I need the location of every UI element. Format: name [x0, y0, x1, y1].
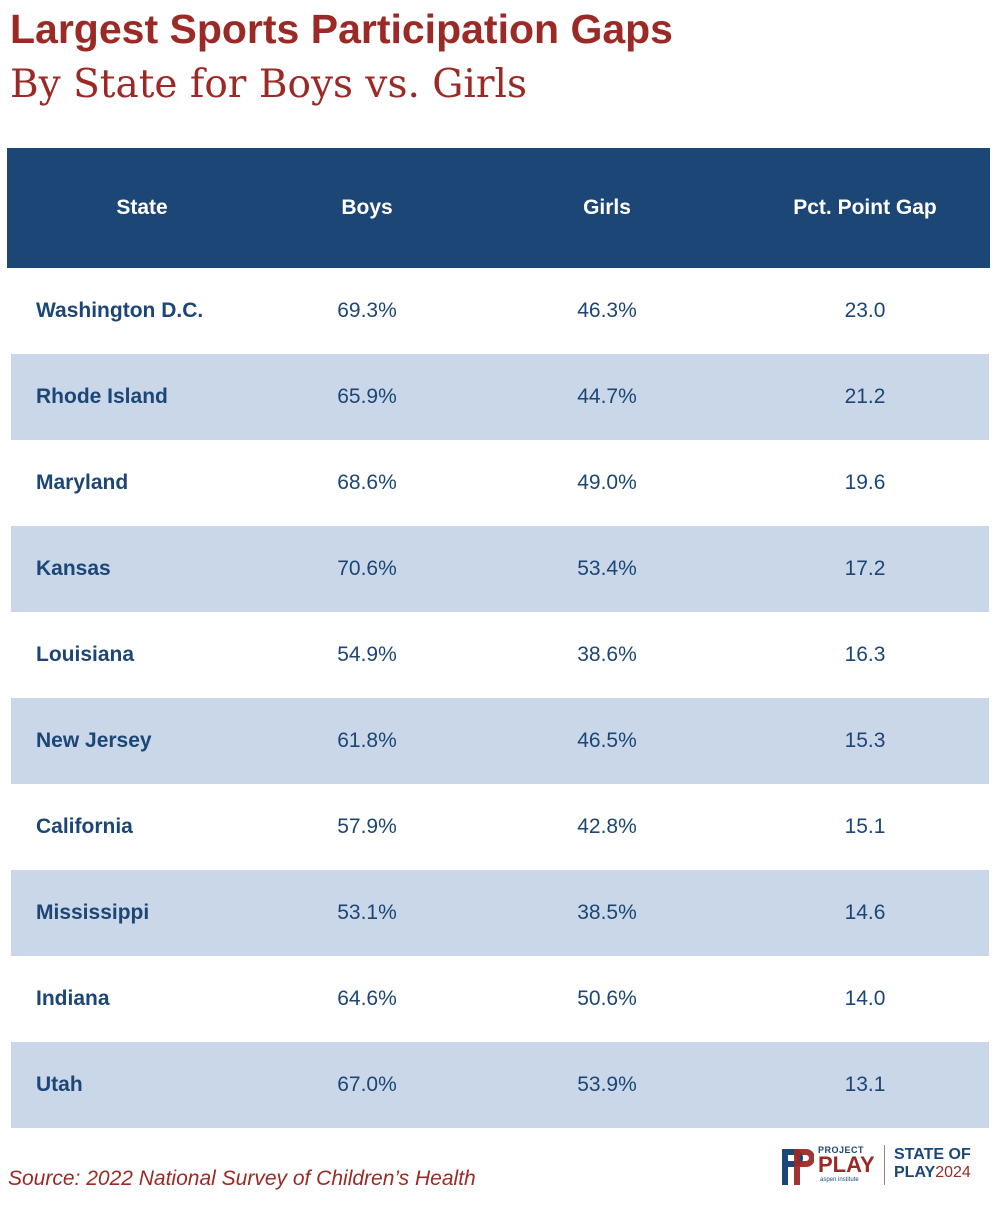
table-row: Mississippi 53.1% 38.5% 14.6 [11, 870, 989, 956]
logo-divider [884, 1145, 885, 1185]
table-row: Kansas 70.6% 53.4% 17.2 [11, 526, 989, 612]
source-note: Source: 2022 National Survey of Children… [8, 1167, 476, 1190]
cell-gap: 13.1 [844, 1073, 886, 1096]
cell-gap: 14.6 [844, 901, 886, 924]
cell-gap: 21.2 [844, 385, 886, 408]
page-subtitle: By State for Boys vs. Girls [10, 62, 528, 107]
table-body: Washington D.C. 69.3% 46.3% 23.0 Rhode Islan… [11, 268, 989, 1128]
project-play-icon [782, 1149, 814, 1185]
cell-boys: 57.9% [337, 815, 397, 838]
table-row: Rhode Island 65.9% 44.7% 21.2 [11, 354, 989, 440]
cell-girls: 38.6% [577, 643, 637, 666]
cell-state: Rhode Island [36, 385, 168, 408]
cell-boys: 68.6% [337, 471, 397, 494]
cell-girls: 42.8% [577, 815, 637, 838]
logo-year-text: 2024 [935, 1164, 971, 1181]
table-row: New Jersey 61.8% 46.5% 15.3 [11, 698, 989, 784]
logo-play2-text: PLAY [894, 1164, 936, 1181]
cell-girls: 53.9% [577, 1073, 637, 1096]
cell-girls: 38.5% [577, 901, 637, 924]
cell-girls: 46.5% [577, 729, 637, 752]
table-row: Indiana 64.6% 50.6% 14.0 [11, 956, 989, 1042]
cell-gap: 14.0 [844, 987, 886, 1010]
table-row: Utah 67.0% 53.9% 13.1 [11, 1042, 989, 1128]
cell-boys: 53.1% [337, 901, 397, 924]
header-girls: Girls [583, 196, 631, 219]
cell-gap: 23.0 [844, 299, 886, 322]
cell-girls: 53.4% [577, 557, 637, 580]
cell-gap: 16.3 [844, 643, 886, 666]
cell-girls: 46.3% [577, 299, 637, 322]
cell-state: Maryland [36, 471, 129, 494]
cell-boys: 65.9% [337, 385, 397, 408]
project-play-logo: PROJECT PLAY aspen institute STATE OF PL… [780, 1143, 980, 1189]
table-header: State Boys Girls Pct. Point Gap [7, 148, 990, 268]
cell-gap: 19.6 [844, 471, 886, 494]
cell-girls: 50.6% [577, 987, 637, 1010]
table-row: Louisiana 54.9% 38.6% 16.3 [11, 612, 989, 698]
cell-boys: 61.8% [337, 729, 397, 752]
logo-play-year-text: PLAY2024 [894, 1164, 971, 1181]
logo-play-text: PLAY [818, 1152, 875, 1177]
header-state: State [116, 196, 168, 219]
cell-state: Kansas [36, 557, 111, 580]
cell-gap: 15.3 [844, 729, 886, 752]
cell-state: Utah [36, 1073, 83, 1096]
cell-state: Washington D.C. [36, 299, 204, 322]
page-title: Largest Sports Participation Gaps [10, 6, 673, 52]
cell-boys: 54.9% [337, 643, 397, 666]
table-row: Maryland 68.6% 49.0% 19.6 [11, 440, 989, 526]
logo-aspen-text: aspen institute [820, 1177, 859, 1183]
cell-boys: 70.6% [337, 557, 397, 580]
cell-gap: 17.2 [844, 557, 886, 580]
cell-boys: 69.3% [337, 299, 397, 322]
table-row: Washington D.C. 69.3% 46.3% 23.0 [11, 268, 989, 354]
cell-girls: 44.7% [577, 385, 637, 408]
cell-state: New Jersey [36, 729, 152, 752]
cell-state: Mississippi [36, 901, 150, 924]
table-row: California 57.9% 42.8% 15.1 [11, 784, 989, 870]
cell-state: California [36, 815, 133, 838]
cell-boys: 64.6% [337, 987, 397, 1010]
header-boys: Boys [341, 196, 393, 219]
cell-state: Louisiana [36, 643, 135, 666]
cell-girls: 49.0% [577, 471, 637, 494]
cell-gap: 15.1 [844, 815, 886, 838]
cell-state: Indiana [36, 987, 110, 1010]
cell-boys: 67.0% [337, 1073, 397, 1096]
logo-project-text: PROJECT [818, 1145, 865, 1155]
logo-state-of-text: STATE OF [894, 1146, 971, 1163]
header-gap: Pct. Point Gap [793, 196, 937, 219]
data-table: State Boys Girls Pct. Point Gap Washingt… [7, 148, 990, 1128]
